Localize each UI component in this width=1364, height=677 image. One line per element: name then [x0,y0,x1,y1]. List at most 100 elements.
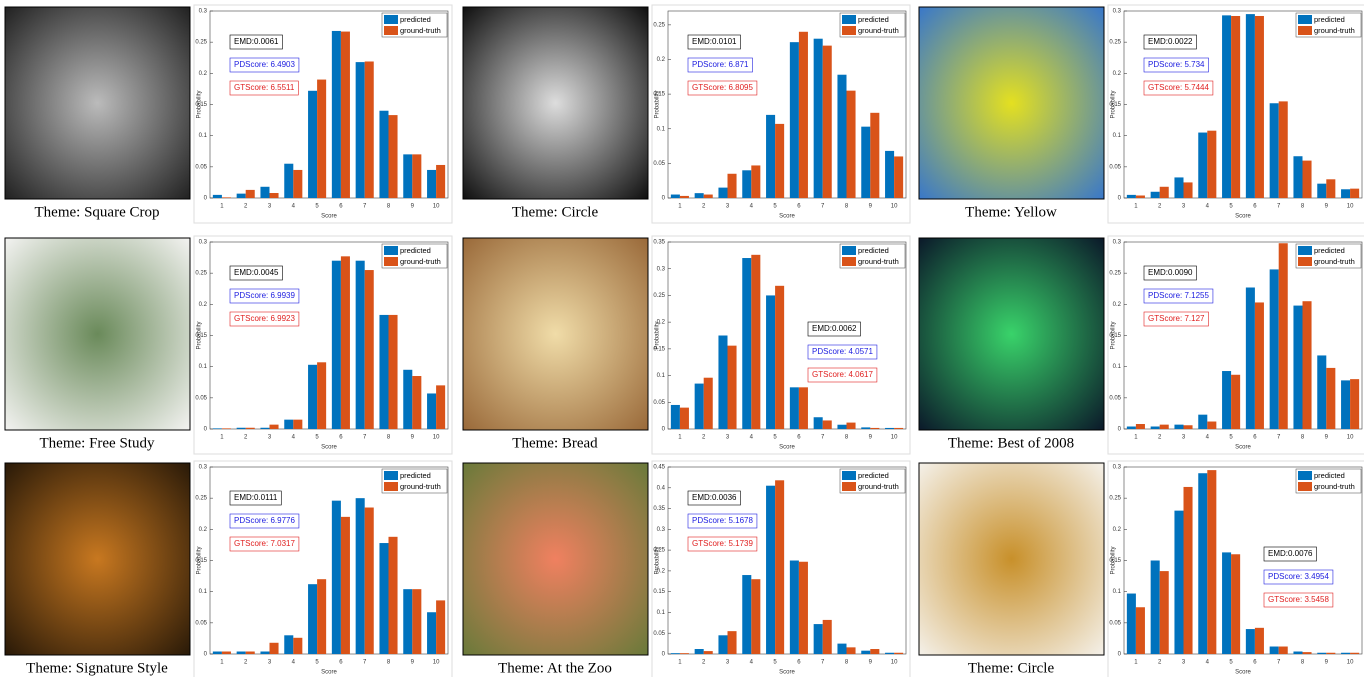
plot-area [667,241,907,430]
bar [861,126,871,198]
y-tick-label: 0.1 [1113,133,1122,139]
y-tick-label: 0.05 [195,164,207,170]
x-tick-label: 7 [1277,435,1281,441]
legend-label: predicted [858,471,889,480]
annotation: EMD:0.0076 [1268,549,1313,558]
bar [861,427,871,429]
y-axis-label: Probability [197,321,203,349]
bar [1126,593,1136,654]
y-tick-label: 0.2 [1113,71,1122,77]
y-tick-label: 0.25 [1109,271,1121,277]
x-tick-label: 9 [1325,660,1329,666]
bar [1207,421,1217,429]
y-tick-label: 0.15 [195,558,207,564]
legend-label: predicted [858,15,889,24]
bar [1135,424,1145,429]
bar [751,254,761,429]
bar [694,193,704,198]
y-tick-label: 0.1 [199,133,208,139]
y-tick-label: 0 [662,196,666,202]
y-tick-label: 0.2 [199,71,208,77]
y-tick-label: 0.3 [1113,9,1122,15]
legend-swatch [842,471,856,480]
bar [703,377,713,429]
x-tick-label: 7 [821,204,825,210]
legend-swatch [1298,15,1312,24]
annotation: GTScore: 5.1739 [692,539,753,548]
caption: Theme: Best of 2008 [948,435,1074,451]
bar [798,561,808,654]
bar [742,258,752,429]
y-tick-label: 0.15 [1109,333,1121,339]
photo [4,462,191,656]
x-tick-label: 6 [1253,204,1257,210]
x-tick-label: 9 [869,660,873,666]
y-tick-label: 0.15 [653,92,665,98]
bar [894,652,904,654]
x-tick-label: 9 [1325,435,1329,441]
annotation-box [1263,569,1334,585]
y-tick-label: 0 [662,652,666,658]
plot-area [667,466,907,655]
bar [718,187,728,198]
bar [718,635,728,654]
bar [317,579,327,654]
bar [1278,101,1288,198]
bar [1326,652,1336,654]
x-tick-label: 6 [339,435,343,441]
bar [260,651,270,654]
bar [1302,652,1312,654]
x-tick-label: 1 [220,660,224,666]
photo [4,6,191,200]
y-tick-label: 0.15 [195,333,207,339]
x-tick-label: 8 [1301,204,1305,210]
x-tick-label: 2 [244,204,248,210]
legend-swatch [384,246,398,255]
bar [1245,287,1255,429]
x-tick-label: 4 [1206,435,1210,441]
bar [789,387,799,429]
y-tick-label: 0.4 [657,485,666,491]
bar [813,417,823,429]
bar [894,156,904,198]
annotation-box [229,80,299,96]
bar [1231,374,1241,429]
x-tick-label: 9 [869,204,873,210]
legend-label: ground-truth [1314,482,1355,491]
y-tick-label: 0.45 [653,465,665,471]
legend-swatch [1298,257,1312,266]
y-tick-label: 0.15 [195,102,207,108]
legend-label: predicted [1314,471,1345,480]
bar [727,345,737,429]
bar [403,369,413,429]
y-tick-label: 0.25 [1109,496,1121,502]
legend-swatch [1298,471,1312,480]
x-tick-label: 1 [678,204,682,210]
bar [427,393,437,429]
x-tick-label: 10 [1347,204,1354,210]
bar [1245,629,1255,654]
annotation-box [687,34,741,50]
photo [462,6,649,200]
bar [308,90,318,198]
annotation: PDScore: 5.734 [1148,60,1205,69]
annotation-box [229,288,300,304]
x-tick-label: 5 [315,204,319,210]
y-tick-label: 0.1 [657,610,666,616]
bar [1222,371,1232,429]
legend-swatch [842,246,856,255]
annotation: GTScore: 6.8095 [692,83,753,92]
bar [1245,14,1255,198]
x-tick-label: 1 [220,435,224,441]
legend-swatch [842,15,856,24]
y-axis-label: Probability [655,321,661,349]
bar [1278,646,1288,654]
annotation-box [1263,592,1334,608]
x-tick-label: 9 [1325,204,1329,210]
y-tick-label: 0.05 [195,395,207,401]
annotation: PDScore: 5.1678 [692,516,753,525]
y-tick-label: 0.2 [199,302,208,308]
annotation: GTScore: 3.5458 [1268,595,1329,604]
bar [861,650,871,654]
x-tick-label: 4 [750,435,754,441]
